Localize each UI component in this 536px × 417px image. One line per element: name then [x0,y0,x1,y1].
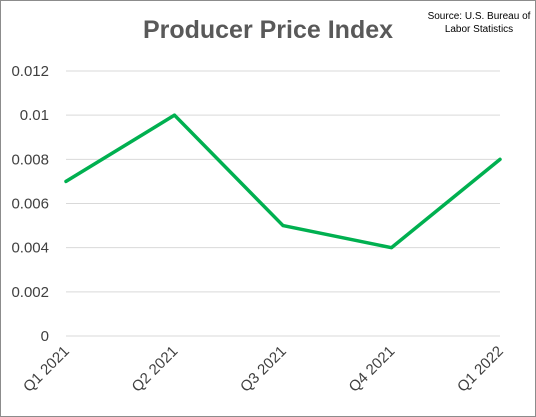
y-tick-label: 0.004 [11,240,49,257]
y-tick-label: 0.008 [11,151,49,168]
series-layer [64,113,502,250]
source-annotation: Source: U.S. Bureau of Labor Statistics [427,11,531,35]
x-tick-label: Q1 2021 [20,343,73,396]
x-axis-labels: Q1 2021 Q2 2021 Q3 2021 Q4 2021 Q1 2022 [20,343,507,396]
y-tick-label: 0.006 [11,196,49,213]
x-tick-label: Q1 2022 [454,343,507,396]
y-tick-label: 0.012 [11,63,49,80]
y-axis-labels: 0 0.002 0.004 0.006 0.008 0.01 0.012 [11,63,49,345]
y-tick-label: 0 [41,328,49,345]
chart-title: Producer Price Index [142,16,394,44]
x-tick-label: Q2 2021 [129,343,182,396]
data-point [64,179,68,183]
data-point [390,246,393,250]
data-point [281,224,285,228]
series-line [64,113,502,250]
y-tick-label: 0.002 [11,284,49,301]
data-point [173,113,176,117]
y-tick-label: 0.01 [20,107,49,124]
gridlines [66,70,500,337]
data-point [498,157,502,161]
x-tick-label: Q4 2021 [346,343,399,396]
x-tick-label: Q3 2021 [237,343,290,396]
